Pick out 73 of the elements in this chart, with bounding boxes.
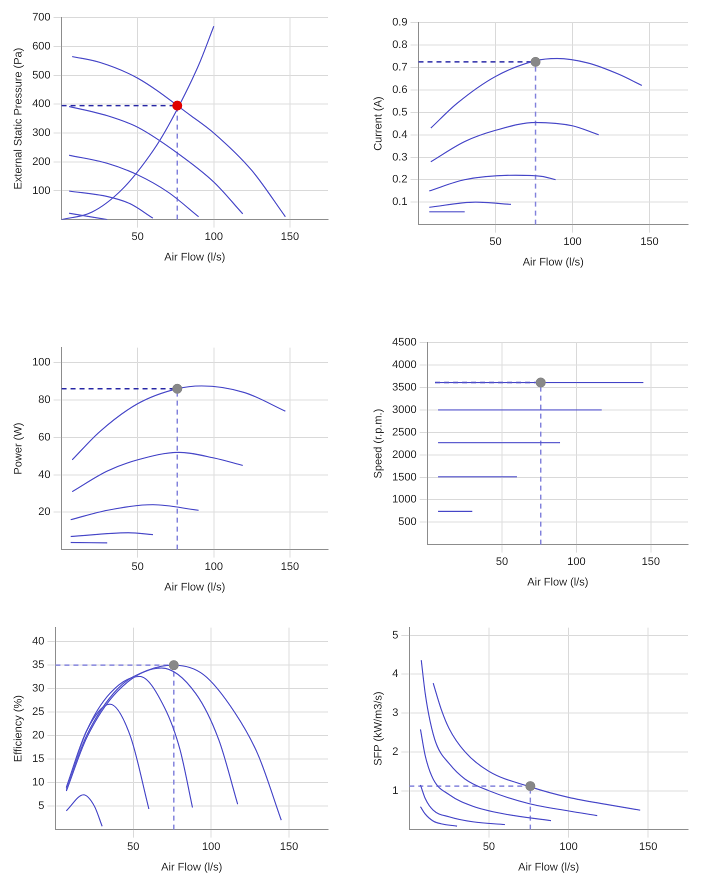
- x-tick-label: 100: [567, 556, 586, 568]
- y-tick-label: 4500: [392, 336, 417, 349]
- y-tick-label: 500: [398, 516, 417, 528]
- y-tick-label: 1000: [392, 494, 417, 506]
- y-tick-label: 5: [392, 629, 398, 642]
- y-tick-label: 0.1: [392, 196, 408, 208]
- x-tick-label: 100: [204, 231, 223, 244]
- x-tick-label: 150: [640, 236, 659, 248]
- x-tick-label: 150: [642, 556, 660, 568]
- x-axis-title: Air Flow (l/s): [527, 576, 588, 588]
- x-tick-label: 100: [202, 841, 220, 854]
- y-axis-title: External Static Pressure (Pa): [12, 48, 25, 190]
- y-tick-label: 300: [32, 127, 51, 140]
- y-tick-label: 0.5: [392, 106, 408, 118]
- y-axis-title: Power (W): [12, 422, 25, 475]
- y-tick-label: 3: [392, 707, 398, 720]
- y-tick-label: 3500: [392, 382, 417, 394]
- y-tick-label: 30: [32, 682, 44, 695]
- y-tick-label: 2500: [392, 426, 417, 438]
- y-tick-label: 40: [38, 468, 51, 481]
- y-tick-label: 4: [392, 668, 398, 680]
- x-axis-title: Air Flow (l/s): [164, 251, 226, 264]
- y-axis-title: SFP (kW/m3/s): [372, 691, 385, 766]
- y-tick-label: 15: [32, 753, 44, 766]
- y-tick-label: 0.2: [392, 174, 408, 186]
- x-axis-title: Air Flow (l/s): [161, 861, 222, 874]
- y-tick-label: 200: [32, 156, 51, 168]
- y-tick-label: 3000: [392, 404, 417, 416]
- y-tick-label: 2: [392, 746, 398, 758]
- x-tick-label: 150: [639, 841, 658, 854]
- y-tick-label: 600: [32, 40, 51, 52]
- x-axis-title: Air Flow (l/s): [164, 581, 226, 594]
- x-tick-label: 50: [132, 561, 144, 574]
- y-tick-label: 1500: [392, 471, 417, 484]
- x-tick-label: 50: [496, 556, 508, 568]
- x-tick-label: 50: [132, 231, 144, 244]
- y-tick-label: 0.9: [392, 16, 408, 29]
- y-tick-label: 0.6: [392, 84, 408, 96]
- x-tick-label: 50: [127, 841, 140, 854]
- y-tick-label: 2000: [392, 448, 417, 461]
- y-tick-label: 0.7: [392, 62, 408, 74]
- x-tick-label: 100: [559, 841, 578, 854]
- y-tick-label: 10: [32, 776, 44, 789]
- y-tick-label: 20: [38, 506, 51, 518]
- y-tick-label: 0.4: [392, 128, 408, 141]
- y-tick-label: 500: [32, 69, 51, 82]
- y-tick-label: 400: [32, 98, 51, 110]
- y-tick-label: 1: [392, 784, 398, 797]
- y-tick-label: 0.3: [392, 151, 408, 164]
- y-tick-label: 20: [32, 730, 44, 742]
- x-tick-label: 100: [563, 236, 582, 248]
- y-axis-title: Speed (r.p.m.): [372, 408, 385, 478]
- y-tick-label: 100: [32, 356, 51, 369]
- x-tick-label: 150: [280, 561, 300, 574]
- y-tick-label: 35: [32, 659, 44, 672]
- x-tick-label: 100: [204, 561, 223, 574]
- x-tick-label: 50: [489, 236, 502, 248]
- y-tick-label: 25: [32, 706, 44, 718]
- y-tick-label: 4000: [392, 359, 417, 372]
- x-tick-label: 150: [280, 231, 300, 244]
- y-tick-label: 100: [32, 184, 51, 197]
- y-tick-label: 40: [32, 636, 44, 648]
- y-tick-label: 5: [38, 800, 44, 812]
- x-axis-title: Air Flow (l/s): [518, 861, 580, 874]
- x-axis-title: Air Flow (l/s): [522, 256, 584, 268]
- y-tick-label: 0.8: [392, 39, 408, 52]
- x-tick-label: 50: [482, 841, 496, 854]
- x-tick-label: 150: [280, 841, 298, 854]
- y-axis-title: Current (A): [372, 96, 385, 151]
- y-axis-title: Efficiency (%): [12, 695, 25, 762]
- y-tick-label: 60: [38, 431, 51, 444]
- y-tick-label: 700: [32, 12, 51, 24]
- y-tick-label: 80: [38, 394, 51, 406]
